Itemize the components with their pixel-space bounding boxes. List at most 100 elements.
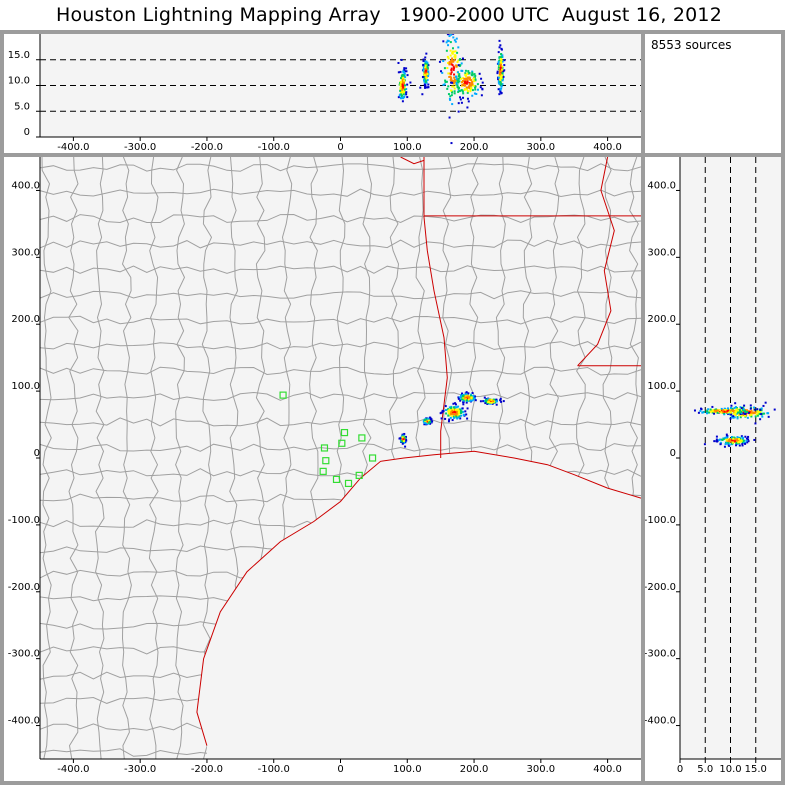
green-square-icon <box>355 471 363 479</box>
source-point <box>710 410 713 413</box>
x-tick-label: 300.0 <box>527 142 556 153</box>
source-point <box>719 443 722 446</box>
source-point <box>459 76 462 79</box>
source-point <box>445 80 448 83</box>
source-point <box>409 81 412 84</box>
source-point <box>455 37 458 40</box>
source-point <box>400 58 403 61</box>
source-point <box>448 72 451 75</box>
source-point <box>497 60 500 63</box>
source-point <box>447 414 450 417</box>
source-point <box>495 398 498 401</box>
coastline <box>196 450 642 746</box>
source-point <box>498 93 501 96</box>
source-point <box>725 438 728 441</box>
source-point <box>474 85 477 88</box>
source-point <box>403 441 406 444</box>
source-point <box>729 438 732 441</box>
source-point <box>740 407 743 410</box>
source-point <box>457 396 460 399</box>
source-point <box>454 54 457 57</box>
source-point <box>481 81 484 84</box>
source-point <box>448 35 451 38</box>
source-point <box>429 422 432 425</box>
source-point <box>401 91 404 94</box>
source-point <box>451 51 454 54</box>
source-point <box>465 399 468 402</box>
source-point <box>470 397 473 400</box>
source-point <box>767 415 770 418</box>
source-point <box>451 85 454 88</box>
source-point <box>397 61 400 64</box>
source-point <box>402 93 405 96</box>
source-point <box>498 46 501 49</box>
source-point <box>483 396 486 399</box>
source-point <box>754 422 757 425</box>
source-point <box>457 79 460 82</box>
gulf-of-mexico <box>196 451 641 759</box>
source-point <box>466 398 469 401</box>
source-point <box>738 438 741 441</box>
plan-panel: 400.0 300.0 200.0 100.0 0 -100.0 -200.0 -300.0 -… <box>4 156 642 781</box>
source-point <box>450 67 453 70</box>
source-point <box>399 70 402 73</box>
green-square-icon <box>319 467 327 475</box>
source-point <box>702 411 705 414</box>
source-point <box>427 419 430 422</box>
source-point <box>457 90 460 93</box>
source-count: 8553 sources <box>651 38 732 52</box>
source-point <box>490 398 493 401</box>
source-point <box>459 399 462 402</box>
source-point <box>499 57 502 60</box>
source-point <box>497 66 500 69</box>
x-tick-label: 0 <box>677 764 683 775</box>
source-point <box>446 67 449 70</box>
source-point <box>480 77 483 80</box>
source-point <box>460 77 463 80</box>
source-point <box>454 40 457 43</box>
source-point <box>734 413 737 416</box>
source-point <box>448 409 451 412</box>
source-point <box>466 397 469 400</box>
source-point <box>773 408 776 411</box>
source-point <box>494 401 497 404</box>
source-point <box>500 61 503 64</box>
source-point <box>466 395 469 398</box>
source-point <box>455 65 458 68</box>
source-point <box>743 409 746 412</box>
source-point <box>459 96 462 99</box>
source-point <box>759 418 762 421</box>
source-point <box>723 445 726 448</box>
source-point <box>744 412 747 415</box>
source-point <box>452 32 455 35</box>
source-point <box>767 412 770 415</box>
source-point <box>480 94 483 97</box>
source-point <box>754 411 757 414</box>
source-point <box>467 70 470 73</box>
source-point <box>472 394 475 397</box>
altitude-panel: 0 5.0 10.0 15.0 -400.0 -300.0 -200.0 -100.0 0 100… <box>4 28 641 153</box>
y-tick-label: 400.0 <box>11 180 40 191</box>
source-point <box>449 407 452 410</box>
source-point <box>471 89 474 92</box>
source-point <box>502 75 505 78</box>
source-point <box>720 407 723 410</box>
source-point <box>402 82 405 85</box>
source-point <box>424 64 427 67</box>
source-point <box>759 408 762 411</box>
north-south-vs-altitude-plot: 400.0 300.0 200.0 100.0 0 -100.0 -200.0 -300.0 -… <box>644 157 781 775</box>
source-point <box>483 400 486 403</box>
source-point <box>451 409 454 412</box>
source-point <box>454 408 457 411</box>
source-point <box>401 442 404 445</box>
source-point <box>749 404 752 407</box>
source-point <box>422 59 425 62</box>
source-point <box>501 60 504 63</box>
source-point <box>718 438 721 441</box>
source-point <box>450 81 453 84</box>
source-point <box>738 440 741 443</box>
source-point <box>405 93 408 96</box>
source-point <box>499 80 502 83</box>
source-point <box>447 85 450 88</box>
county-line <box>39 290 642 300</box>
